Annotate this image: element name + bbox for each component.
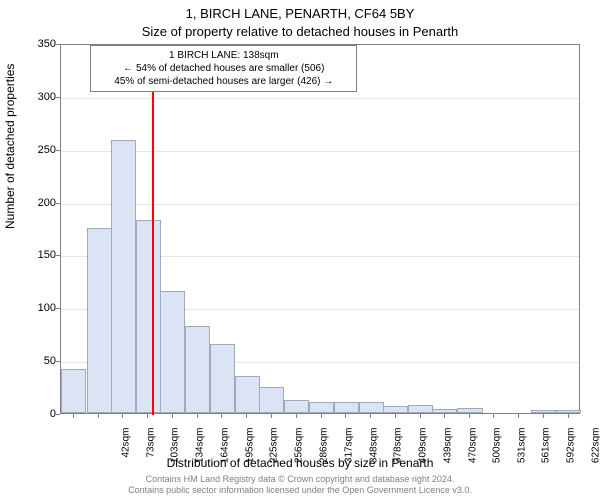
histogram-bar: [210, 344, 235, 413]
x-tick-mark: [246, 414, 247, 418]
histogram-bar: [160, 291, 185, 413]
histogram-bar: [556, 410, 581, 413]
chart-container: 1, BIRCH LANE, PENARTH, CF64 5BY Size of…: [0, 0, 600, 500]
histogram-bar: [432, 409, 457, 413]
x-tick-label: 622sqm: [590, 428, 600, 478]
x-tick-label: 286sqm: [318, 428, 329, 478]
x-tick-label: 317sqm: [343, 428, 354, 478]
histogram-bar: [383, 406, 408, 413]
x-tick-label: 592sqm: [566, 428, 577, 478]
y-tick-mark: [56, 414, 60, 415]
x-tick-label: 134sqm: [195, 428, 206, 478]
x-tick-label: 470sqm: [467, 428, 478, 478]
y-tick-mark: [56, 97, 60, 98]
x-tick-mark: [73, 414, 74, 418]
x-tick-label: 378sqm: [393, 428, 404, 478]
annotation-line: 1 BIRCH LANE: 138sqm: [97, 49, 350, 62]
x-tick-mark: [271, 414, 272, 418]
y-tick-label: 250: [16, 144, 56, 156]
histogram-bar: [185, 326, 210, 413]
histogram-bar: [408, 405, 433, 413]
x-tick-label: 225sqm: [269, 428, 280, 478]
x-tick-mark: [221, 414, 222, 418]
x-tick-mark: [444, 414, 445, 418]
x-tick-label: 561sqm: [541, 428, 552, 478]
histogram-bar: [359, 402, 384, 413]
gridline: [61, 98, 579, 99]
y-tick-mark: [56, 203, 60, 204]
x-tick-mark: [98, 414, 99, 418]
histogram-bar: [111, 140, 136, 413]
x-tick-label: 500sqm: [491, 428, 502, 478]
histogram-bar: [531, 410, 556, 413]
x-tick-mark: [493, 414, 494, 418]
annotation-line: ← 54% of detached houses are smaller (50…: [97, 62, 350, 75]
histogram-bar: [136, 220, 161, 413]
histogram-bar: [334, 402, 359, 413]
x-tick-label: 348sqm: [368, 428, 379, 478]
histogram-bar: [235, 376, 260, 413]
x-tick-mark: [345, 414, 346, 418]
x-tick-mark: [172, 414, 173, 418]
x-tick-mark: [147, 414, 148, 418]
y-tick-mark: [56, 255, 60, 256]
y-tick-label: 0: [16, 408, 56, 420]
annotation-box: 1 BIRCH LANE: 138sqm← 54% of detached ho…: [90, 45, 357, 92]
x-tick-mark: [296, 414, 297, 418]
y-tick-mark: [56, 361, 60, 362]
x-tick-mark: [321, 414, 322, 418]
page-subtitle: Size of property relative to detached ho…: [0, 24, 600, 39]
x-tick-mark: [122, 414, 123, 418]
y-tick-label: 150: [16, 249, 56, 261]
gridline: [61, 151, 579, 152]
y-tick-label: 50: [16, 355, 56, 367]
annotation-line: 45% of semi-detached houses are larger (…: [97, 75, 350, 88]
plot-area: 1 BIRCH LANE: 138sqm← 54% of detached ho…: [60, 44, 580, 414]
histogram-bar: [284, 400, 309, 413]
x-tick-mark: [568, 414, 569, 418]
x-tick-label: 256sqm: [294, 428, 305, 478]
x-tick-label: 164sqm: [219, 428, 230, 478]
y-tick-label: 200: [16, 197, 56, 209]
y-axis-label: Number of detached properties: [3, 64, 17, 229]
y-tick-mark: [56, 44, 60, 45]
x-tick-mark: [197, 414, 198, 418]
x-tick-label: 73sqm: [146, 428, 157, 478]
histogram-bar: [87, 228, 112, 413]
x-tick-mark: [370, 414, 371, 418]
x-tick-label: 195sqm: [244, 428, 255, 478]
x-tick-mark: [395, 414, 396, 418]
x-tick-label: 409sqm: [418, 428, 429, 478]
x-tick-label: 103sqm: [170, 428, 181, 478]
attribution-footer: Contains HM Land Registry data © Crown c…: [0, 474, 600, 496]
page-title: 1, BIRCH LANE, PENARTH, CF64 5BY: [0, 6, 600, 21]
x-tick-label: 439sqm: [442, 428, 453, 478]
footer-line-2: Contains public sector information licen…: [128, 485, 472, 495]
histogram-bar: [309, 402, 334, 413]
y-tick-label: 100: [16, 302, 56, 314]
x-tick-mark: [543, 414, 544, 418]
x-tick-label: 531sqm: [517, 428, 528, 478]
histogram-bar: [259, 387, 284, 413]
histogram-bar: [61, 369, 86, 413]
y-tick-mark: [56, 308, 60, 309]
x-tick-mark: [469, 414, 470, 418]
property-marker-line: [152, 45, 154, 415]
y-tick-label: 350: [16, 38, 56, 50]
histogram-bar: [457, 408, 482, 413]
gridline: [61, 204, 579, 205]
y-tick-label: 300: [16, 91, 56, 103]
x-tick-mark: [518, 414, 519, 418]
x-tick-mark: [420, 414, 421, 418]
y-tick-mark: [56, 150, 60, 151]
x-tick-label: 42sqm: [120, 428, 131, 478]
